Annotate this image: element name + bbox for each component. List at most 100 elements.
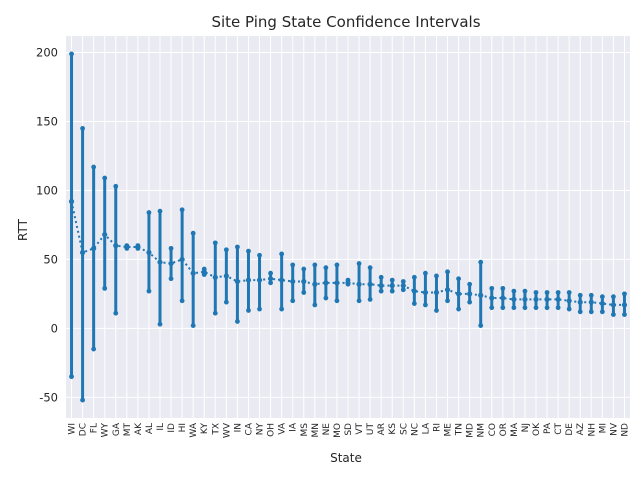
ci-lower-cap [533, 305, 539, 311]
ci-upper-cap [500, 285, 506, 291]
ci-lower-cap [599, 309, 605, 315]
x-tick-label: MD [466, 423, 476, 438]
ci-lower-cap [246, 308, 251, 313]
ci-upper-cap [489, 285, 495, 291]
ci-upper-cap [566, 290, 572, 295]
ci-upper-cap [378, 274, 384, 280]
x-tick-label: WY [101, 423, 111, 438]
mean-point [245, 277, 252, 283]
x-tick-label: HI [178, 423, 188, 432]
mean-point [610, 302, 617, 308]
y-tick-label: 50 [43, 252, 58, 266]
mean-point [223, 273, 229, 279]
ci-upper-cap [157, 208, 163, 214]
mean-point [422, 289, 429, 296]
x-tick-label: AL [145, 423, 155, 434]
ci-upper-cap [246, 248, 251, 254]
ci-lower-cap [378, 288, 384, 294]
x-tick-label: IN [233, 423, 243, 432]
mean-point [279, 277, 285, 283]
mean-point [411, 288, 417, 294]
x-tick-label: WV [222, 422, 232, 438]
mean-point [157, 259, 163, 265]
mean-point [102, 231, 108, 238]
x-tick-label: KY [200, 423, 210, 435]
x-axis-ticks: WI DC FL WY GA MT AK AL IL ID HI WA KY TX WV IN CA NY OH VA… [68, 422, 631, 438]
mean-point [301, 278, 307, 285]
mean-point [68, 198, 75, 205]
ci-upper-cap [389, 277, 395, 283]
ci-lower-cap [80, 397, 85, 403]
ci-lower-cap [356, 298, 362, 304]
ci-lower-cap [212, 310, 218, 316]
ci-upper-cap [279, 251, 285, 257]
ci-upper-cap [257, 252, 262, 258]
ci-upper-cap [588, 292, 594, 298]
mean-point [533, 296, 539, 303]
ci-upper-cap [290, 262, 296, 268]
ci-upper-cap [511, 288, 517, 294]
ci-lower-cap [555, 305, 561, 311]
ci-lower-cap [113, 310, 119, 316]
x-tick-label: TN [455, 423, 465, 436]
x-tick-label: AZ [576, 423, 586, 435]
x-tick-label: NV [609, 422, 619, 436]
mean-point [378, 283, 384, 289]
mean-point [433, 289, 440, 296]
x-tick-label: CA [244, 422, 254, 435]
mean-point [555, 296, 561, 303]
x-tick-label: KS [388, 423, 398, 435]
ci-upper-cap [555, 290, 561, 295]
ci-upper-cap [423, 270, 428, 276]
x-axis-label: State [330, 451, 362, 465]
x-tick-label: NE [322, 423, 332, 436]
ci-lower-cap [168, 276, 174, 282]
x-tick-label: CT [554, 423, 564, 435]
x-tick-label: TX [211, 423, 221, 436]
mean-point [356, 281, 362, 287]
ci-upper-cap [102, 175, 108, 181]
mean-point [511, 296, 517, 303]
mean-point [267, 276, 274, 282]
x-tick-label: OH [267, 423, 277, 437]
mean-point [522, 296, 528, 303]
ci-lower-cap [389, 288, 395, 294]
ci-upper-cap [522, 288, 528, 294]
data-marks [68, 51, 628, 403]
ci-lower-cap [190, 323, 196, 329]
ci-lower-cap [257, 306, 262, 312]
ci-lower-cap [323, 295, 329, 301]
mean-point [345, 280, 351, 286]
mean-point [455, 291, 462, 297]
x-tick-label: MI [598, 423, 608, 433]
mean-point [621, 302, 628, 308]
y-axis-label: RTT [16, 218, 30, 241]
mean-point [146, 249, 152, 256]
x-tick-label: ID [167, 423, 177, 433]
ci-lower-cap [522, 305, 528, 311]
mean-point [544, 296, 550, 303]
ci-lower-cap [157, 321, 163, 327]
ci-lower-cap [367, 297, 373, 302]
x-tick-label: WA [189, 422, 199, 437]
mean-point [400, 283, 406, 289]
ci-lower-cap [478, 323, 484, 329]
ci-upper-cap [223, 247, 229, 253]
ci-upper-cap [323, 265, 329, 271]
ci-upper-cap [80, 125, 85, 131]
ci-upper-cap [356, 261, 362, 266]
x-tick-label: RI [432, 423, 442, 432]
mean-point [135, 244, 141, 250]
mean-point [566, 298, 572, 304]
ci-lower-cap [423, 302, 428, 308]
x-tick-label: SC [399, 423, 409, 435]
ci-upper-cap [301, 266, 307, 272]
x-tick-label: MO [333, 423, 343, 438]
x-tick-label: ND [620, 423, 630, 437]
mean-point [179, 256, 185, 263]
x-tick-label: NM [477, 423, 487, 438]
mean-point [79, 249, 86, 256]
x-tick-label: NC [410, 423, 420, 436]
ci-upper-cap [611, 294, 616, 300]
x-tick-label: OR [499, 423, 509, 436]
